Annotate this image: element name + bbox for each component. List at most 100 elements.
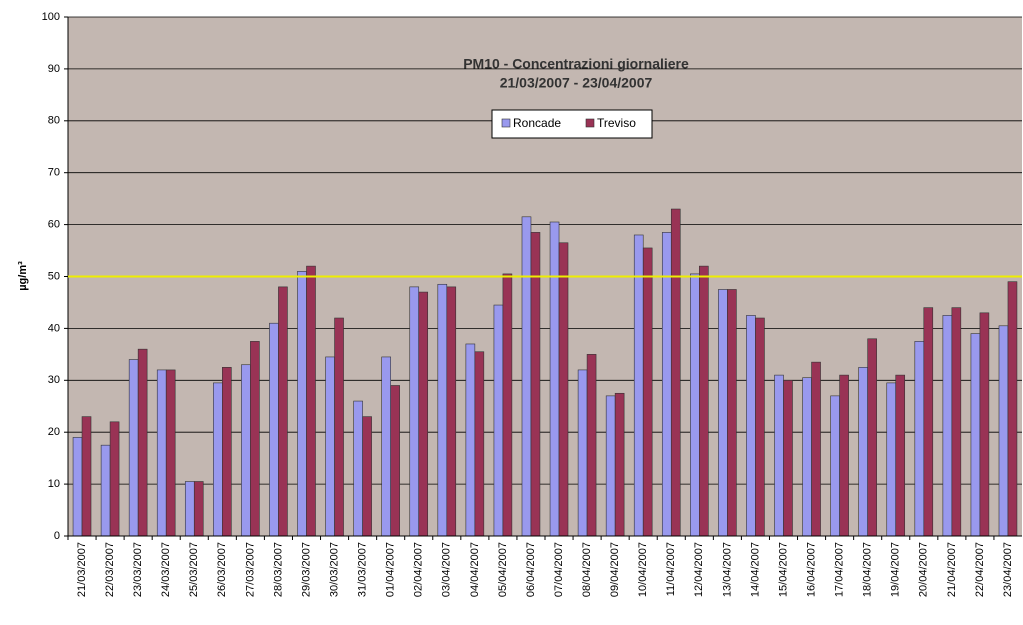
x-tick-label: 24/03/2007 <box>160 542 172 597</box>
bar <box>914 341 925 537</box>
x-tick-label: 19/04/2007 <box>890 542 902 597</box>
x-tick-label: 30/03/2007 <box>328 542 340 597</box>
bar <box>409 286 420 537</box>
bar <box>381 356 391 537</box>
bar <box>867 338 877 537</box>
x-tick-label: 27/03/2007 <box>244 542 256 597</box>
legend-swatch <box>501 118 511 128</box>
x-tick-label: 12/04/2007 <box>693 542 705 597</box>
y-tick-label: 20 <box>48 426 60 438</box>
bar <box>746 315 756 537</box>
bar <box>474 351 485 537</box>
bar <box>418 291 429 537</box>
bar <box>278 286 288 537</box>
bar <box>297 271 307 537</box>
x-tick-label: 26/03/2007 <box>216 542 228 597</box>
y-tick-label: 0 <box>54 530 60 542</box>
x-tick-label: 05/04/2007 <box>497 542 509 597</box>
bar <box>699 265 709 537</box>
x-tick-label: 18/04/2007 <box>862 542 874 597</box>
y-tick-label: 90 <box>48 63 60 75</box>
y-tick-label: 80 <box>48 115 60 127</box>
bar <box>241 364 251 537</box>
x-tick-label: 23/04/2007 <box>1002 542 1014 597</box>
x-tick-label: 31/03/2007 <box>357 542 369 597</box>
bar <box>802 377 812 537</box>
bar <box>577 369 588 537</box>
chart-subtitle: 21/03/2007 - 23/04/2007 <box>500 75 653 91</box>
bar <box>137 348 148 537</box>
bar <box>549 221 560 537</box>
legend-label: Roncade <box>513 116 561 130</box>
x-tick-label: 07/04/2007 <box>553 542 565 597</box>
bar <box>979 312 990 537</box>
y-tick-label: 100 <box>42 11 60 23</box>
x-tick-label: 01/04/2007 <box>385 542 397 597</box>
bar <box>306 265 316 537</box>
bar <box>558 242 569 537</box>
bar <box>642 247 653 537</box>
x-tick-label: 17/04/2007 <box>834 542 846 597</box>
bar <box>502 273 513 537</box>
bar <box>465 343 476 537</box>
x-tick-label: 09/04/2007 <box>609 542 621 597</box>
bar <box>128 359 139 537</box>
bar <box>222 367 232 537</box>
chart-title: PM10 - Concentrazioni giornaliere <box>463 56 689 72</box>
bar <box>755 317 765 537</box>
bar <box>72 437 83 537</box>
x-tick-label: 28/03/2007 <box>272 542 284 597</box>
bar <box>727 289 737 537</box>
x-tick-label: 11/04/2007 <box>665 542 677 596</box>
bar <box>193 481 204 537</box>
y-tick-label: 70 <box>48 167 60 179</box>
y-tick-label: 60 <box>48 219 60 231</box>
x-tick-label: 02/04/2007 <box>413 542 425 597</box>
y-tick-label: 50 <box>48 270 60 282</box>
x-tick-label: 22/04/2007 <box>974 542 986 597</box>
bar <box>362 416 372 537</box>
bar <box>970 333 981 537</box>
bar <box>184 481 195 537</box>
bar <box>661 232 672 537</box>
bar <box>886 382 897 537</box>
y-tick-label: 10 <box>48 478 60 490</box>
bar <box>334 317 344 537</box>
legend-swatch <box>585 118 595 128</box>
x-tick-label: 14/04/2007 <box>749 542 761 597</box>
bar <box>811 361 821 537</box>
x-tick-label: 21/04/2007 <box>946 542 958 597</box>
bar <box>839 374 849 537</box>
bar <box>942 315 953 537</box>
bar <box>165 369 176 537</box>
bar <box>830 395 840 537</box>
bar <box>614 392 625 537</box>
bar <box>998 325 1009 537</box>
x-tick-label: 15/04/2007 <box>777 542 789 597</box>
bar <box>250 341 260 537</box>
x-tick-label: 08/04/2007 <box>581 542 593 597</box>
bar <box>895 374 906 537</box>
bar <box>437 283 448 537</box>
x-tick-label: 04/04/2007 <box>469 542 481 597</box>
x-tick-label: 20/04/2007 <box>918 542 930 597</box>
bar <box>521 216 532 537</box>
x-tick-label: 03/04/2007 <box>441 542 453 597</box>
bar <box>670 208 681 537</box>
bar <box>156 369 167 537</box>
bar <box>858 367 868 537</box>
bar <box>100 444 111 537</box>
y-axis-label: µg/m³ <box>17 261 29 291</box>
x-tick-label: 23/03/2007 <box>132 542 144 597</box>
bar <box>586 354 597 537</box>
bar <box>81 416 92 537</box>
y-tick-label: 30 <box>48 374 60 386</box>
x-tick-label: 29/03/2007 <box>300 542 312 597</box>
x-tick-label: 25/03/2007 <box>188 542 200 597</box>
x-tick-label: 22/03/2007 <box>104 542 116 597</box>
bar <box>446 286 457 537</box>
bar <box>605 395 616 537</box>
bar <box>213 382 223 537</box>
bar <box>951 307 962 537</box>
